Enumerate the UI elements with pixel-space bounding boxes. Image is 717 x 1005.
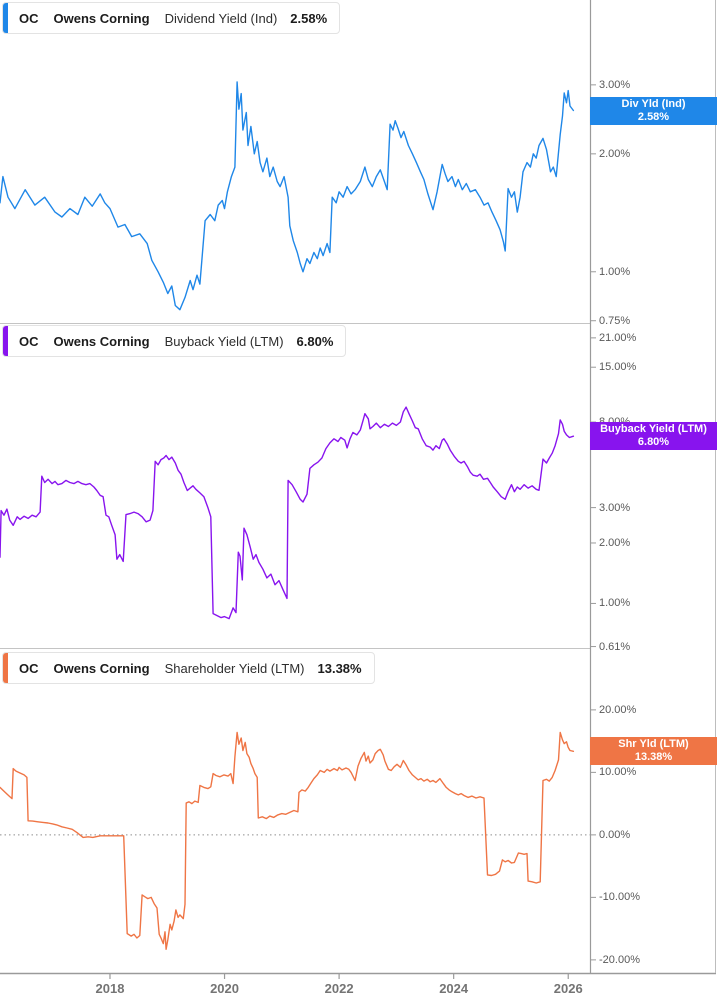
y-tick-label: 3.00% <box>599 501 631 514</box>
last-value-badge-div-yld: Div Yld (Ind) 2.58% <box>590 97 717 125</box>
series-line-buyback-yield <box>0 406 575 620</box>
metric-label: Dividend Yield (Ind) <box>164 10 278 26</box>
metric-value: 6.80% <box>296 333 334 349</box>
y-tick-label: 0.00% <box>599 828 631 841</box>
y-tick-label: 21.00% <box>599 331 637 344</box>
y-tick-label: -10.00% <box>599 891 640 904</box>
y-tick-label: 10.00% <box>599 766 637 779</box>
x-tick-label: 2018 <box>95 981 125 996</box>
legend-dividend-yield[interactable]: OC Owens Corning Dividend Yield (Ind) 2.… <box>2 2 341 34</box>
company-label: Owens Corning <box>53 10 150 26</box>
ticker-label: OC <box>19 333 39 349</box>
series-color-bar <box>3 326 8 356</box>
badge-label: Buyback Yield (LTM) <box>600 423 707 435</box>
badge-label: Shr Yld (LTM) <box>618 738 689 750</box>
y-tick-label: 20.00% <box>599 703 637 716</box>
badge-value: 2.58% <box>637 111 670 123</box>
y-tick-label: 0.61% <box>599 640 631 653</box>
series-color-bar <box>3 653 8 683</box>
y-tick-label: 0.75% <box>599 314 631 327</box>
series-line-dividend-yield <box>0 81 575 311</box>
y-tick-label: 1.00% <box>599 597 631 610</box>
y-tick-label: 3.00% <box>599 78 631 91</box>
y-tick-label: 2.00% <box>599 536 631 549</box>
badge-label: Div Yld (Ind) <box>621 98 686 110</box>
badge-value: 13.38% <box>634 751 673 763</box>
x-tick-label: 2026 <box>553 981 583 996</box>
badge-value: 6.80% <box>637 436 670 448</box>
y-tick-label: -20.00% <box>599 953 640 966</box>
last-value-badge-buyback-yield: Buyback Yield (LTM) 6.80% <box>590 422 717 450</box>
last-value-badge-shr-yld: Shr Yld (LTM) 13.38% <box>590 737 717 765</box>
y-tick-label: 2.00% <box>599 147 631 160</box>
metric-label: Shareholder Yield (LTM) <box>164 660 305 676</box>
company-label: Owens Corning <box>53 660 150 676</box>
legend-shareholder-yield[interactable]: OC Owens Corning Shareholder Yield (LTM)… <box>2 652 375 684</box>
ticker-label: OC <box>19 10 39 26</box>
legend-buyback-yield[interactable]: OC Owens Corning Buyback Yield (LTM) 6.8… <box>2 325 347 357</box>
x-tick-label: 2022 <box>324 981 354 996</box>
y-tick-label: 1.00% <box>599 265 631 278</box>
metric-label: Buyback Yield (LTM) <box>164 333 284 349</box>
ticker-label: OC <box>19 660 39 676</box>
metric-value: 13.38% <box>317 660 362 676</box>
metric-value: 2.58% <box>290 10 328 26</box>
series-color-bar <box>3 3 8 33</box>
series-line-shareholder-yield <box>0 731 575 950</box>
x-tick-label: 2024 <box>439 981 469 996</box>
y-tick-label: 15.00% <box>599 361 637 374</box>
company-label: Owens Corning <box>53 333 150 349</box>
x-tick-label: 2020 <box>210 981 239 996</box>
